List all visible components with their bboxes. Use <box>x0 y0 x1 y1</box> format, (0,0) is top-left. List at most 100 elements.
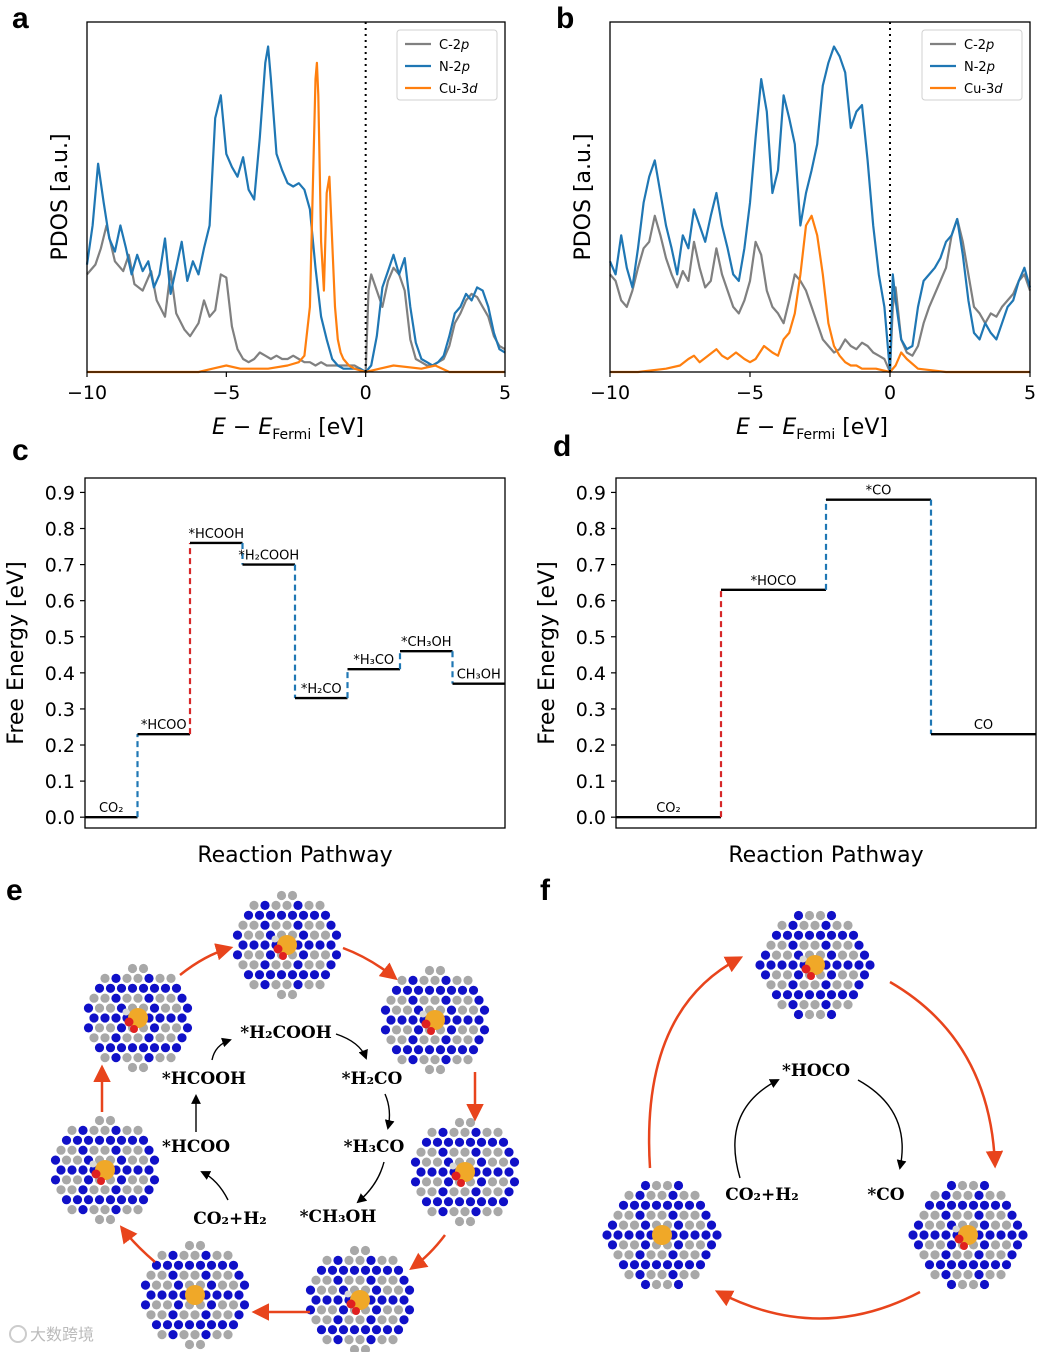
carbon-atom <box>155 973 165 984</box>
nitrogen-atom <box>640 1180 651 1191</box>
nitrogen-atom <box>695 1200 706 1210</box>
plot-frame <box>609 21 1031 373</box>
carbon-atom <box>344 1335 354 1345</box>
nitrogen-atom <box>201 1310 211 1320</box>
nitrogen-atom <box>471 1207 481 1217</box>
nitrogen-atom <box>173 1320 184 1330</box>
carbon-atom <box>56 1145 66 1155</box>
nitrogen-atom <box>67 1165 77 1175</box>
carbon-atom <box>430 975 440 986</box>
nitrogen-atom <box>504 1167 514 1177</box>
nitrogen-atom <box>151 1260 162 1270</box>
nitrogen-atom <box>83 1195 94 1205</box>
energy-level-label: *HCOOH <box>188 527 244 542</box>
carbon-atom <box>657 1270 667 1280</box>
nitrogen-atom <box>668 1250 678 1260</box>
carbon-atom <box>133 993 143 1003</box>
carbon-atom <box>799 920 809 931</box>
nitrogen-atom <box>815 990 826 1000</box>
nitrogen-atom <box>408 1015 418 1025</box>
y-tick-label: 0.2 <box>45 735 75 757</box>
nitrogen-atom <box>498 1197 509 1207</box>
nitrogen-atom <box>613 1230 623 1240</box>
legend-label: C-2p <box>439 38 469 53</box>
carbon-atom <box>355 1275 365 1285</box>
legend-label: Cu-3d <box>439 82 478 97</box>
nitrogen-atom <box>228 1260 239 1270</box>
carbon-atom <box>646 1270 656 1280</box>
y-tick-label: 0.6 <box>576 591 606 613</box>
carbon-atom <box>155 993 165 1003</box>
nitrogen-atom <box>421 1197 432 1207</box>
carbon-atom <box>100 993 110 1003</box>
carbon-atom <box>771 950 782 960</box>
carbon-atom <box>160 1023 171 1033</box>
nitrogen-atom <box>985 1230 995 1240</box>
oxygen-atom <box>352 1307 360 1315</box>
carbon-atom <box>157 1250 167 1260</box>
carbon-atom <box>388 1315 398 1325</box>
carbon-atom <box>388 1275 398 1285</box>
nitrogen-atom <box>504 1187 514 1197</box>
carbon-atom <box>782 970 793 980</box>
carbon-atom <box>457 1005 468 1015</box>
nitrogen-atom <box>111 1145 121 1155</box>
carbon-atom <box>416 1147 426 1157</box>
carbon-atom <box>968 1180 979 1191</box>
carbon-atom <box>427 1147 437 1157</box>
carbon-atom <box>67 1205 77 1215</box>
carbon-atom <box>388 1335 398 1345</box>
nitrogen-atom <box>821 920 831 931</box>
carbon-atom <box>166 1053 176 1063</box>
carbon-atom <box>629 1220 640 1230</box>
nitrogen-atom <box>94 1043 105 1053</box>
carbon-atom <box>271 920 281 930</box>
nitrogen-atom <box>618 1200 629 1210</box>
carbon-atom <box>924 1240 935 1250</box>
nitrogen-atom <box>50 1155 61 1165</box>
y-tick-label: 0.5 <box>45 627 75 649</box>
energy-level-label: CO <box>974 718 993 733</box>
carbon-atom <box>94 1115 105 1126</box>
nitrogen-atom <box>315 940 325 950</box>
nitrogen-atom <box>397 1015 407 1025</box>
carbon-atom <box>89 1125 99 1135</box>
nitrogen-atom <box>298 970 309 980</box>
nitrogen-atom <box>826 910 837 921</box>
nitrogen-atom <box>382 1265 393 1275</box>
nitrogen-atom <box>61 1195 72 1205</box>
carbon-atom <box>832 940 842 950</box>
nitrogen-atom <box>333 1255 343 1265</box>
carbon-atom <box>122 1033 132 1043</box>
nitrogen-atom <box>168 1290 178 1300</box>
carbon-atom <box>287 890 298 901</box>
nitrogen-atom <box>127 1043 138 1053</box>
carbon-atom <box>157 1310 167 1320</box>
carbon-atom <box>217 1300 228 1310</box>
nitrogen-atom <box>848 930 859 940</box>
carbon-atom <box>355 1335 365 1345</box>
nitrogen-atom <box>238 940 248 950</box>
nitrogen-atom <box>94 1195 105 1205</box>
nitrogen-atom <box>424 985 435 995</box>
carbon-atom <box>810 980 820 990</box>
x-axis-label: E − EFermi [eV] <box>212 415 364 443</box>
panel-label-d: d <box>553 430 571 463</box>
nitrogen-atom <box>243 910 254 920</box>
carbon-atom <box>282 980 292 990</box>
carbon-atom <box>316 1285 327 1295</box>
carbon-atom <box>127 1062 138 1073</box>
nitrogen-atom <box>366 1315 376 1325</box>
nitrogen-atom <box>322 1295 332 1305</box>
carbon-atom <box>996 1190 1006 1200</box>
nitrogen-atom <box>1007 1230 1017 1240</box>
hydrogen-atom <box>344 1290 352 1298</box>
carbon-atom <box>282 960 292 970</box>
intermediate-label: *H₂CO <box>342 1069 403 1089</box>
carbon-atom <box>651 1180 662 1191</box>
x-tick-label: −5 <box>736 382 764 404</box>
inner-arrow <box>857 1079 907 1170</box>
nitrogen-atom <box>821 1000 831 1010</box>
carbon-atom <box>212 1250 222 1260</box>
y-axis-label: Free Energy [eV] <box>535 561 560 744</box>
